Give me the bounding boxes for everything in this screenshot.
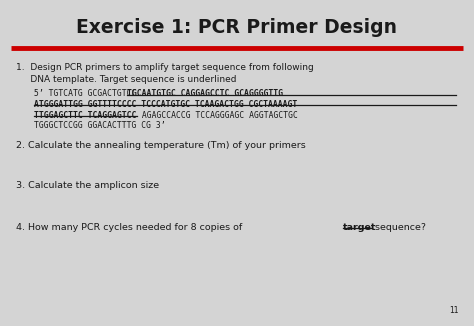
- Text: DNA template. Target sequence is underlined: DNA template. Target sequence is underli…: [16, 75, 236, 84]
- Text: 11: 11: [449, 306, 458, 315]
- Text: target: target: [343, 223, 376, 232]
- Text: 1.  Design PCR primers to amplify target sequence from following: 1. Design PCR primers to amplify target …: [16, 63, 313, 72]
- Text: 5’ TGTCATG GCGACTGTCC: 5’ TGTCATG GCGACTGTCC: [35, 89, 142, 98]
- Text: TGCAATGTGC CAGGAGCCTC GCAGGGGTTG: TGCAATGTGC CAGGAGCCTC GCAGGGGTTG: [127, 89, 283, 98]
- Text: 2. Calculate the annealing temperature (Tm) of your primers: 2. Calculate the annealing temperature (…: [16, 141, 305, 150]
- Text: TGGGCTCCGG GGACACTTTG CG 3’: TGGGCTCCGG GGACACTTTG CG 3’: [35, 121, 166, 130]
- Text: AGAGCCACCG TCCAGGGAGC AGGTAGCTGC: AGAGCCACCG TCCAGGGAGC AGGTAGCTGC: [137, 111, 298, 120]
- Text: 4. How many PCR cycles needed for 8 copies of: 4. How many PCR cycles needed for 8 copi…: [16, 223, 245, 232]
- Text: 3. Calculate the amplicon size: 3. Calculate the amplicon size: [16, 181, 159, 190]
- Text: sequence?: sequence?: [372, 223, 426, 232]
- Text: Exercise 1: PCR Primer Design: Exercise 1: PCR Primer Design: [76, 18, 398, 37]
- Text: TTGGAGCTTC TCAGGAGTCC: TTGGAGCTTC TCAGGAGTCC: [35, 111, 137, 120]
- Text: ATGGGATTGG GGTTTTCCCC TCCCATGTGC TCAAGACTGG CGCTAAAAGT: ATGGGATTGG GGTTTTCCCC TCCCATGTGC TCAAGAC…: [35, 100, 298, 109]
